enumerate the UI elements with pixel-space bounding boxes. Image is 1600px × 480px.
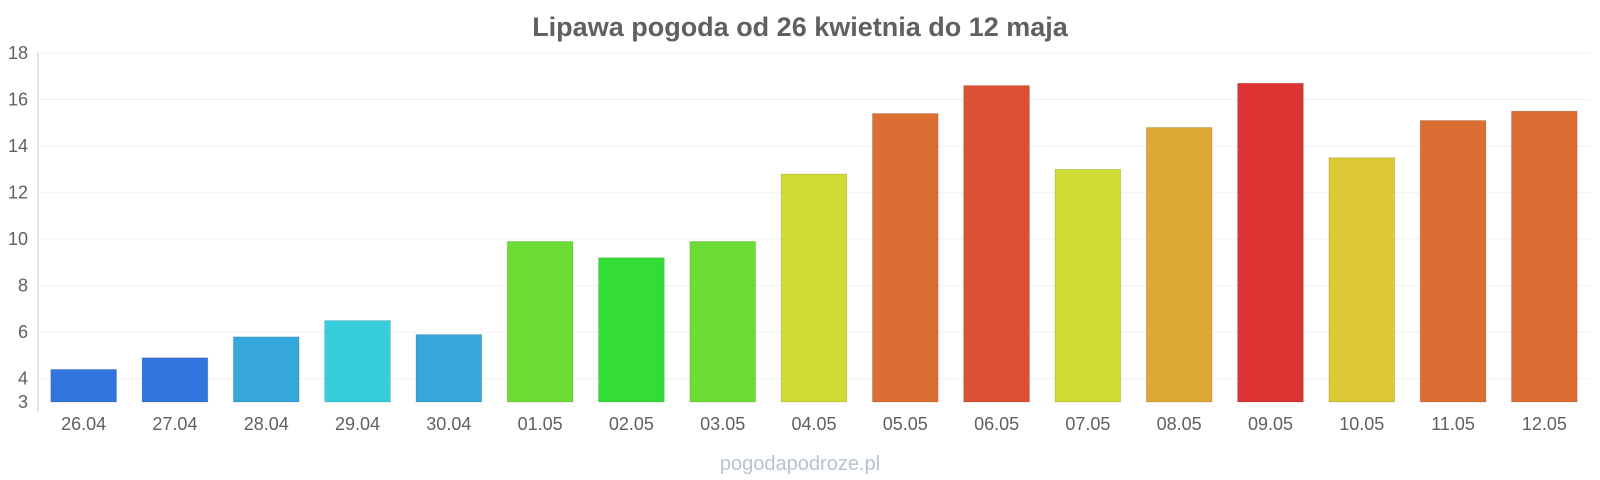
x-tick-label: 10.05: [1339, 414, 1384, 434]
bar-06.05: [963, 85, 1030, 403]
x-tick-label: 04.05: [791, 414, 836, 434]
y-tick-label: 10: [8, 229, 28, 249]
y-tick-label: 4: [18, 369, 28, 389]
x-axis-ticks: 26.04 27.04 28.04 29.04 30.04 01.05 02.05 03.05…: [61, 414, 1567, 434]
bar-30.04: [415, 334, 483, 403]
bar-26.04: [50, 368, 118, 403]
bar-01.05: [506, 240, 574, 403]
x-tick-label: 11.05: [1431, 414, 1475, 434]
bars: [50, 82, 1578, 403]
bar-03.05: [689, 240, 757, 403]
bar-05.05: [871, 112, 939, 403]
y-tick-label: 12: [8, 183, 28, 203]
x-tick-label: 09.05: [1248, 414, 1293, 434]
x-tick-label: 30.04: [426, 414, 471, 434]
bar-27.04: [141, 357, 209, 403]
bar-07.05: [1054, 168, 1122, 403]
y-tick-label: 8: [18, 276, 28, 296]
bar-08.05: [1145, 126, 1213, 403]
watermark: pogodapodroze.pl: [720, 453, 880, 475]
y-tick-label: 18: [8, 43, 28, 63]
x-tick-label: 26.04: [61, 414, 106, 434]
y-tick-label: 3: [18, 392, 28, 412]
x-tick-label: 01.05: [518, 414, 563, 434]
bar-02.05: [598, 257, 665, 403]
x-tick-label: 05.05: [883, 414, 928, 434]
x-tick-label: 03.05: [700, 414, 745, 434]
x-tick-label: 06.05: [974, 414, 1019, 434]
bar-11.05: [1419, 119, 1487, 403]
y-tick-label: 14: [8, 136, 28, 156]
y-tick-label: 16: [8, 90, 28, 110]
bar-12.05: [1510, 110, 1578, 403]
chart-title: Lipawa pogoda od 26 kwietnia do 12 maja: [532, 12, 1069, 42]
x-tick-label: 29.04: [335, 414, 380, 434]
x-tick-label: 27.04: [152, 414, 197, 434]
bar-29.04: [324, 320, 391, 403]
bar-04.05: [780, 173, 848, 403]
y-tick-label: 6: [18, 322, 28, 342]
bar-09.05: [1237, 82, 1304, 403]
x-tick-label: 28.04: [244, 414, 289, 434]
x-tick-label: 08.05: [1157, 414, 1202, 434]
y-axis-ticks: 3 4 6 8 10 12 14 16 18: [8, 43, 28, 412]
x-tick-label: 12.05: [1522, 414, 1567, 434]
x-tick-label: 07.05: [1065, 414, 1110, 434]
x-tick-label: 02.05: [609, 414, 654, 434]
bar-28.04: [232, 336, 300, 403]
bar-10.05: [1328, 157, 1396, 403]
